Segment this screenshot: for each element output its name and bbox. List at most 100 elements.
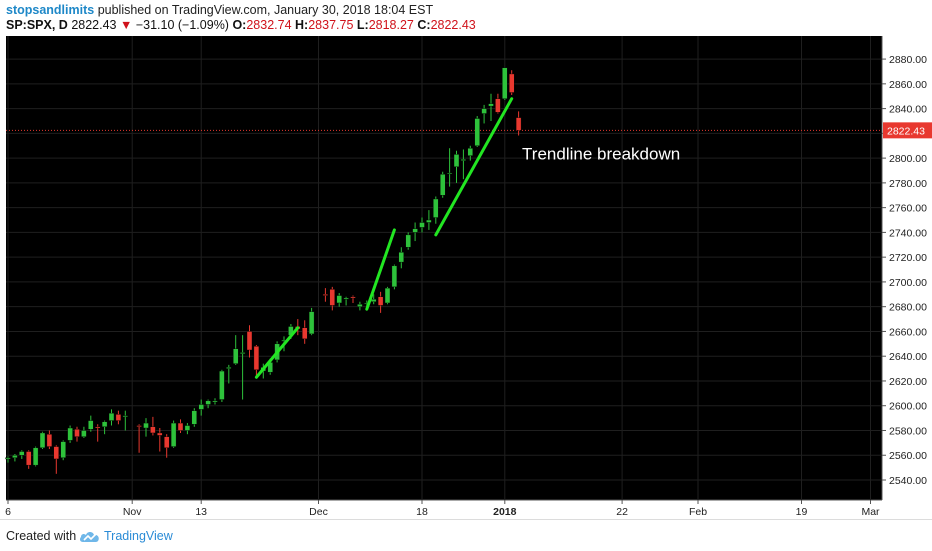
candle[interactable] xyxy=(377,296,384,306)
candle[interactable] xyxy=(226,367,232,369)
y-tick-label: 2620.00 xyxy=(889,376,927,388)
x-tick-label: Nov xyxy=(123,506,142,518)
y-tick-label: 2880.00 xyxy=(889,54,927,66)
candle[interactable] xyxy=(405,234,411,248)
publish-text: published on TradingView.com, January 30… xyxy=(94,3,434,17)
annotation-text[interactable]: Trendline breakdown xyxy=(522,144,680,163)
candle[interactable] xyxy=(39,432,46,449)
candle[interactable] xyxy=(322,294,329,296)
candle[interactable] xyxy=(163,436,170,449)
trendline[interactable] xyxy=(434,97,514,237)
candle[interactable] xyxy=(157,432,163,436)
candle[interactable] xyxy=(371,299,377,302)
candle[interactable] xyxy=(5,457,11,460)
candle[interactable] xyxy=(329,289,335,306)
candle[interactable] xyxy=(191,410,198,425)
candle[interactable] xyxy=(481,108,487,114)
candle[interactable] xyxy=(94,426,101,429)
candle[interactable] xyxy=(467,148,473,156)
change-value: −31.10 (−1.09%) xyxy=(135,18,229,32)
candle[interactable] xyxy=(74,429,80,437)
author-link[interactable]: stopsandlimits xyxy=(6,3,95,17)
x-tick-label: Dec xyxy=(309,506,328,518)
candle[interactable] xyxy=(12,455,18,458)
high-label: H: xyxy=(295,18,309,32)
x-tick-label: Feb xyxy=(689,506,707,518)
candle[interactable] xyxy=(502,67,508,99)
candle[interactable] xyxy=(115,414,122,421)
candle[interactable] xyxy=(419,222,425,228)
candle[interactable] xyxy=(150,426,156,434)
candle[interactable] xyxy=(398,252,404,263)
close-value: 2822.43 xyxy=(430,18,476,32)
candle[interactable] xyxy=(253,346,260,371)
y-tick-label: 2800.00 xyxy=(889,153,927,165)
candle[interactable] xyxy=(53,446,59,460)
trendline[interactable] xyxy=(365,228,396,311)
candle[interactable] xyxy=(26,451,32,466)
open-label: O: xyxy=(232,18,247,32)
last-price-badge xyxy=(883,122,932,139)
candle[interactable] xyxy=(509,73,515,93)
candle[interactable] xyxy=(108,412,115,421)
candle[interactable] xyxy=(488,103,494,107)
candle[interactable] xyxy=(350,296,356,299)
y-tick-label: 2600.00 xyxy=(889,401,927,413)
candle[interactable] xyxy=(384,287,391,304)
candle[interactable] xyxy=(212,400,218,403)
candle[interactable] xyxy=(495,98,501,113)
x-tick-label: Mar xyxy=(861,506,880,518)
time-axis[interactable] xyxy=(0,500,882,519)
candle[interactable] xyxy=(308,311,315,335)
tradingview-logo-icon[interactable] xyxy=(79,530,101,544)
candle[interactable] xyxy=(246,331,253,351)
candle[interactable] xyxy=(446,172,453,175)
y-tick-label: 2840.00 xyxy=(889,104,927,116)
candle[interactable] xyxy=(336,295,342,304)
candle[interactable] xyxy=(101,421,108,427)
price-chart[interactable]: 2540.00 2560.00 2580.00 2600.00 2620.00 2640.… xyxy=(0,36,932,519)
candle[interactable] xyxy=(143,422,149,429)
candle[interactable] xyxy=(474,118,480,146)
candle[interactable] xyxy=(426,219,432,223)
symbol-info: SP:SPX, D 2822.43 ▼ −31.10 (−1.09%) O:28… xyxy=(6,18,476,32)
candle[interactable] xyxy=(184,425,191,431)
candle[interactable] xyxy=(412,228,418,233)
candle[interactable] xyxy=(302,327,308,340)
candle[interactable] xyxy=(453,154,460,167)
candle[interactable] xyxy=(239,352,246,354)
candle[interactable] xyxy=(357,304,363,307)
candle[interactable] xyxy=(136,425,142,427)
candle[interactable] xyxy=(440,174,446,196)
candle[interactable] xyxy=(19,451,25,456)
y-tick-label: 2660.00 xyxy=(889,326,927,338)
created-with-text: Created with xyxy=(6,529,77,543)
candle[interactable] xyxy=(177,422,184,431)
candle[interactable] xyxy=(67,427,73,441)
candle[interactable] xyxy=(46,433,53,447)
candle[interactable] xyxy=(81,430,87,437)
low-label: L: xyxy=(356,18,369,32)
plot-area[interactable] xyxy=(6,36,882,500)
candle[interactable] xyxy=(460,159,467,161)
candle[interactable] xyxy=(122,415,129,418)
x-tick-label: 6 xyxy=(5,506,11,518)
x-tick-label: 13 xyxy=(195,506,207,518)
candle[interactable] xyxy=(60,441,66,458)
candle[interactable] xyxy=(170,422,177,447)
x-tick-label: 2018 xyxy=(493,506,517,518)
candle[interactable] xyxy=(343,297,349,300)
candle[interactable] xyxy=(88,420,94,430)
candle[interactable] xyxy=(232,348,239,364)
candle[interactable] xyxy=(391,265,398,288)
candle[interactable] xyxy=(198,404,204,410)
candle[interactable] xyxy=(32,447,39,466)
candle[interactable] xyxy=(515,117,522,131)
price-axis[interactable] xyxy=(882,36,932,519)
x-tick-label: 22 xyxy=(616,506,628,518)
trendline[interactable] xyxy=(254,326,300,379)
candle[interactable] xyxy=(219,370,225,400)
candle[interactable] xyxy=(433,198,439,218)
tradingview-link[interactable]: TradingView xyxy=(104,529,173,543)
candle[interactable] xyxy=(205,400,211,405)
